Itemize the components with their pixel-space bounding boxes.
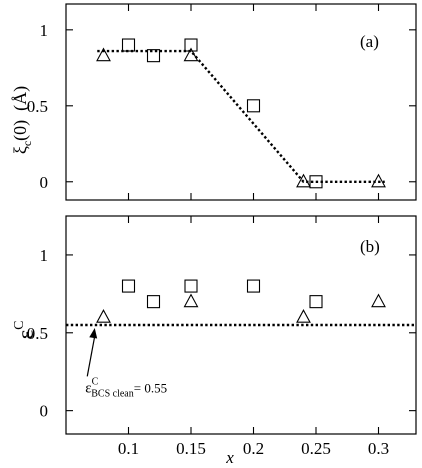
panel-label-a: (a) [360, 32, 379, 51]
square-marker [121, 38, 136, 52]
panel-label-b: (b) [360, 237, 380, 256]
x-tick-label: 0.25 [301, 439, 331, 458]
y-tick-label: 1 [40, 21, 49, 40]
square-marker [309, 295, 323, 309]
y-axis-label-b-sup: C [12, 320, 27, 329]
triangle-marker [183, 293, 199, 308]
triangle-marker [371, 293, 386, 308]
triangle-marker [371, 173, 386, 188]
triangle-marker [183, 47, 199, 62]
annotation-arrowhead [89, 328, 98, 339]
annotation-arrow [86, 335, 96, 377]
x-tick-label: 0.1 [118, 439, 139, 458]
triangle-marker [296, 173, 311, 188]
square-marker [246, 279, 261, 293]
square-marker [246, 99, 261, 113]
square-marker [184, 38, 198, 52]
annotation-value: = 0.55 [134, 380, 167, 395]
annotation-bcs-clean: εC BCS clean= 0.55 [85, 376, 167, 399]
plot-frame-a [65, 3, 417, 201]
x-axis-label: x [225, 448, 234, 467]
ticks-a [66, 4, 416, 200]
y-axis-label-b-main: ε [13, 330, 38, 340]
x-tick-label: 0.3 [368, 439, 389, 458]
triangle-marker [96, 309, 111, 323]
y-tick-labels-b: 00.51 [27, 246, 48, 421]
annotation-sup: C [92, 376, 99, 387]
y-axis-label-a-main: ξ [10, 146, 30, 154]
y-tick-label: 0.5 [27, 97, 48, 116]
y-tick-label: 0.5 [27, 324, 48, 343]
x-tick-labels-b: 0.1 0.15 0.2 0.25 0.3 [118, 439, 389, 458]
panel-b: 00.51 0.1 0.15 0.2 0.25 0.3 (b) εC x εC BCS c… [12, 215, 417, 467]
dashed-trend-line [97, 49, 385, 183]
square-marker [309, 175, 323, 189]
y-axis-label-b: εC [12, 320, 38, 339]
y-tick-labels-a: 00.51 [27, 21, 48, 192]
y-axis-label-a-sub: c [20, 141, 34, 146]
markers-b [96, 279, 386, 323]
y-tick-label: 1 [40, 246, 49, 265]
y-tick-label: 0 [40, 173, 49, 192]
square-marker [146, 295, 161, 309]
y-axis-label-a-rest: (0) (Å) [10, 86, 31, 141]
y-axis-label-a: ξc(0) (Å) [10, 86, 34, 154]
triangle-marker [296, 309, 311, 323]
x-tick-label: 0.2 [243, 439, 264, 458]
ticks-b [66, 216, 416, 434]
square-marker [184, 279, 198, 293]
square-marker [121, 279, 136, 293]
annotation-main: ε [85, 380, 91, 396]
triangle-marker [96, 47, 111, 62]
annotation-sub: BCS clean [91, 388, 134, 399]
markers-a [96, 38, 386, 189]
panel-a: 00.51 (a) ξc(0) (Å) [10, 3, 417, 201]
y-tick-label: 0 [40, 402, 49, 421]
x-tick-label: 0.15 [176, 439, 206, 458]
square-marker [146, 49, 161, 63]
